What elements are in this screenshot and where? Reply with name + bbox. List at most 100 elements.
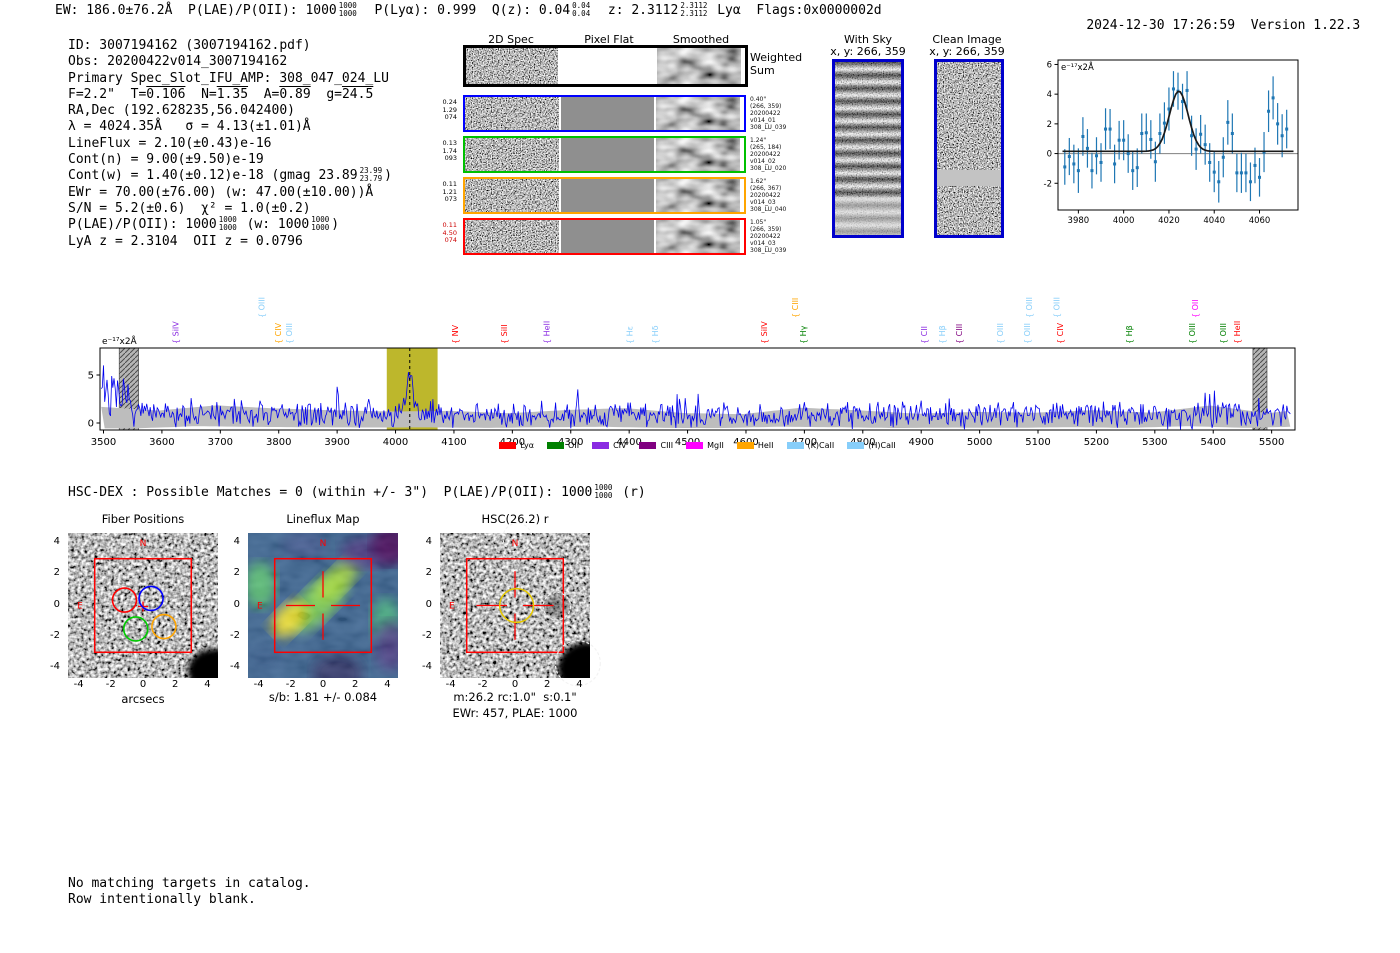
text-token: ) [384,168,392,184]
emission-line-label-Hε: { Hε [626,326,635,344]
footer-note: No matching targets in catalog. Row inte… [68,876,311,907]
line-fit-zoom-plot: 3980 4000 4020 4040 4060 -2 0 2 4 6 e⁻¹⁷x2Å [1044,59,1299,226]
aperture-circle [498,587,535,624]
svg-text:5400: 5400 [1201,437,1226,448]
y-tick-label: -2 [422,629,432,641]
emission-line-label-CIII: { CIII [791,298,800,318]
emission-line-label-CIV: { CIV [274,322,283,344]
summary-info-block: ID: 3007194162 (3007194162.pdf) Obs: 2020… [68,38,392,250]
neighbor-circle [542,592,572,621]
text-token: EW: 186.0±76.2Å P(LAE)/P(OII): 1000 [55,3,337,18]
spec-2d-row [463,95,746,132]
emission-line-label-SiIV: { SiIV [760,321,769,344]
label-2d-spec: 2D Spec [488,33,534,46]
spec-2d-rows: 0.24 1.29 074 0.40" (266, 359) 20200422 v014_0… [443,95,803,260]
y-tick-label: 4 [53,536,60,548]
clean-image [934,59,1004,238]
legend-item-MgII: MgII [686,441,724,450]
emission-line-label-OIII: { OIII [1023,323,1032,344]
hsc-caption-2: EWr: 457, PLAE: 1000 [452,706,578,720]
info-line: Cont(n) = 9.00(±9.50)e-19 [68,152,392,168]
with-sky-title: With Sky [844,33,892,46]
svg-text:4900: 4900 [908,437,933,448]
info-line: Cont(w) = 1.40(±0.12)e-18 (gmag 23.89 23.… [68,166,392,184]
svg-text:3800: 3800 [266,437,291,448]
info-line: λ = 4024.35Å σ = 4.13(±1.01)Å [68,119,392,135]
svg-text:3500: 3500 [91,437,116,448]
y-tick-label: -4 [230,660,240,672]
emission-line-label-HeII: { HeII [1233,321,1242,344]
svg-text:4: 4 [1047,90,1052,100]
emission-line-label-OIII: { OIII [258,297,267,318]
legend-item-HeII: HeII [736,441,774,450]
with-sky-coords: x, y: 266, 359 [830,45,906,58]
emission-line-label-OIII: { OIII [1025,297,1034,318]
info-line: LineFlux = 2.10(±0.43)e-16 [68,136,392,152]
legend-swatch [736,442,754,449]
fiber-circle [111,587,138,613]
legend-label: (K)CaII [807,441,835,450]
text-token: ) [331,217,340,233]
weighted-smoothed-image [657,48,741,84]
text-token: A= [248,86,280,102]
y-tick-label: -2 [50,629,60,641]
row-right-labels: 1.05" (266, 359) 20200422 v014_03 308_LU_039 [750,219,787,254]
y-tick-label: 2 [53,567,60,579]
text-token: 1.35 [216,86,249,102]
report-version: Version 1.22.3 [1250,18,1361,33]
legend-swatch [592,442,610,449]
emission-line-label-OIII: { OIII [285,323,294,344]
stacked-fraction: 0.04 0.04 [572,1,591,18]
svg-text:5500: 5500 [1259,437,1284,448]
spec-2d-row [463,136,746,173]
fiber-positions-overlay: NE [77,539,193,654]
emission-line-label-CII: { CII [920,326,929,344]
emission-line-label-Hβ: { Hβ [938,325,947,344]
fiber-circle [138,585,164,612]
y-tick-label: 2 [425,567,432,579]
x-tick-label: 4 [384,679,391,690]
report-header-stats: EW: 186.0±76.2Å P(LAE)/P(OII): 1000 1000 1… [55,1,882,18]
x-tick-label: 0 [319,679,327,690]
x-tick-label: -2 [285,679,296,690]
x-tick-label: 0 [511,679,519,690]
legend-swatch [847,442,865,449]
svg-text:4100: 4100 [441,437,466,448]
legend-swatch [639,442,657,449]
info-line: ID: 3007194162 (3007194162.pdf) [68,38,392,54]
fiber-xlabel: arcsecs [121,692,165,706]
text-token: Lyα Flags:0x0000002d [709,3,882,18]
text-token: (w: 1000 [238,217,310,233]
legend-item-OII: OII [547,441,579,450]
svg-text:3600: 3600 [149,437,174,448]
fiber-circle [151,613,177,640]
emission-line-label-CIV: { CIV [1056,322,1065,344]
svg-text:4000: 4000 [383,437,408,448]
y-tick-label: -4 [422,660,432,672]
hsc-caption-1: m:26.2 rc:1.0" s:0.1" [453,690,577,704]
x-tick-label: -2 [477,679,488,690]
x-tick-label: -4 [253,679,264,690]
legend-item-CIII: CIII [639,441,673,450]
flux-units-annotation: e⁻¹⁷x2Å [102,335,138,347]
legend-swatch [786,442,804,449]
emission-line-label-OIII: { OIII [1053,297,1062,318]
with-sky-image [832,59,904,238]
spec-2d-row [463,218,746,255]
y-tick-label: 4 [425,536,432,548]
spectrum-legend: Lyα OII CIV CIII MgII HeII (K)CaII (H)CaII [85,441,1310,450]
text-token: 0.106 [146,86,186,102]
stacked-fraction: 23.99 23.79 [359,166,383,183]
text-token: F=2.2" T= [68,86,147,102]
info-line: LyA z = 2.3104 OII z = 0.0796 [68,234,392,250]
emission-line-label-SiIV: { SiIV [171,321,180,344]
row-left-labels: 0.24 1.29 074 [442,98,457,122]
y-tick-label: 0 [425,598,432,610]
legend-swatch [547,442,565,449]
weighted-sum-label: Weighted Sum [750,51,803,77]
text-token: λ = 4024.35Å σ = 4.13(±1.01)Å [68,119,311,135]
stacked-fraction: 1000 1000 [218,215,237,232]
x-tick-label: -4 [445,679,456,690]
row-left-labels: 0.11 1.21 073 [442,180,457,204]
legend-label: OII [568,441,580,450]
